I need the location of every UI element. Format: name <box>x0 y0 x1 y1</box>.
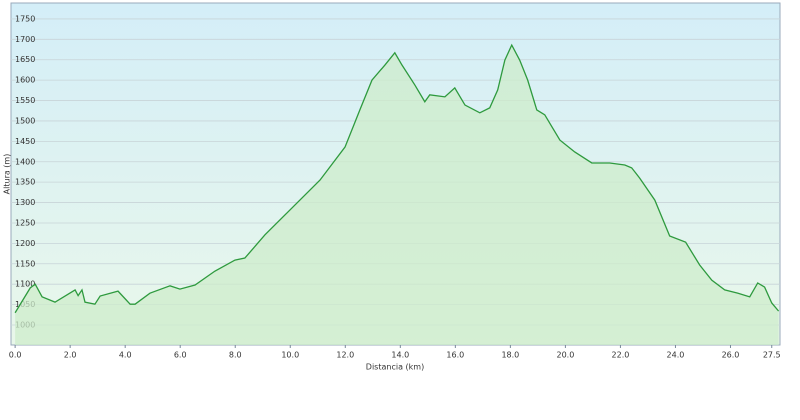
x-tick-label: 6.0 <box>174 351 187 360</box>
y-axis-label: Altura (m) <box>3 154 12 195</box>
x-tick-label: 20.0 <box>556 351 574 360</box>
y-tick-label: 1650 <box>15 55 35 64</box>
y-tick-label: 1700 <box>15 35 35 44</box>
y-tick-label: 1200 <box>15 239 35 248</box>
y-tick-label: 1500 <box>15 116 35 125</box>
y-tick-label: 1350 <box>15 178 35 187</box>
x-tick-label: 2.0 <box>64 351 77 360</box>
x-axis-label: Distancia (km) <box>366 363 424 372</box>
y-tick-label: 1600 <box>15 76 35 85</box>
x-tick-label: 8.0 <box>229 351 242 360</box>
line <box>14 43 780 314</box>
x-tick-label: 26.0 <box>722 351 740 360</box>
x-tick-label: 24.0 <box>667 351 685 360</box>
y-tick-label: 1100 <box>15 280 35 289</box>
y-tick-label: 1300 <box>15 198 35 207</box>
y-tick-label: 1150 <box>15 259 35 268</box>
x-tick-label: 0.0 <box>9 351 22 360</box>
y-tick-label: 1750 <box>15 14 35 23</box>
x-tick-label: 12.0 <box>336 351 354 360</box>
x-tick-label: 18.0 <box>501 351 519 360</box>
y-tick-label: 1250 <box>15 218 35 227</box>
y-tick-label: 1400 <box>15 157 35 166</box>
x-tick-label: 4.0 <box>119 351 132 360</box>
y-tick-label: 1450 <box>15 137 35 146</box>
x-tick-label: 10.0 <box>281 351 299 360</box>
area <box>15 45 779 346</box>
x-tick-label: 27.5 <box>763 351 781 360</box>
x-tick-label: 14.0 <box>391 351 409 360</box>
x-tick-label: 16.0 <box>446 351 464 360</box>
x-tick-label: 22.0 <box>612 351 630 360</box>
y-tick-label: 1550 <box>15 96 35 105</box>
